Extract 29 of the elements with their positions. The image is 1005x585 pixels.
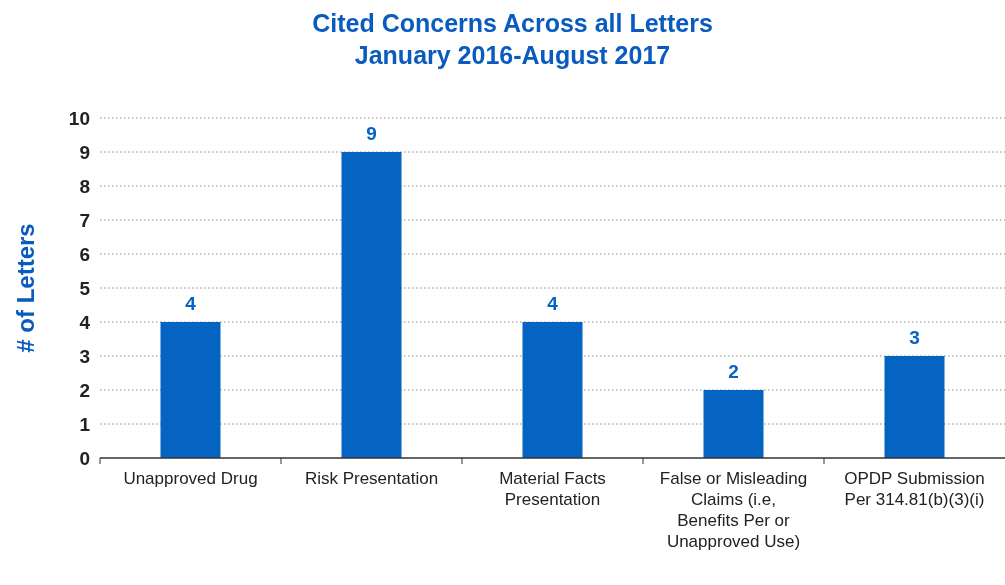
data-label: 3	[909, 327, 920, 348]
y-tick-label: 8	[79, 175, 90, 197]
data-label: 4	[547, 293, 559, 314]
y-tick-label: 1	[79, 413, 91, 435]
x-tick-label: False or Misleading Claims (i.e, Benefits Per or Unapproved Use)	[659, 469, 808, 551]
y-tick-label: 4	[79, 311, 91, 333]
y-tick-label: 10	[68, 107, 90, 129]
y-tick-label: 0	[79, 447, 90, 469]
y-tick-label: 3	[79, 345, 90, 367]
bar	[884, 356, 945, 458]
y-axis-title: # of Letters	[12, 223, 39, 353]
y-tick-label: 6	[79, 243, 90, 265]
x-tick-label: OPDP Submission Per 314.81(b)(3)(i)	[844, 469, 985, 509]
bar	[160, 322, 221, 458]
y-tick-label: 9	[79, 141, 90, 163]
bar	[522, 322, 583, 458]
x-tick-label: Unapproved Drug	[123, 469, 258, 488]
data-label: 9	[366, 123, 377, 144]
y-tick-label: 5	[79, 277, 91, 299]
x-tick-label: Risk Presentation	[304, 469, 439, 488]
y-tick-label: 7	[79, 209, 90, 231]
bar	[703, 390, 764, 458]
data-label: 2	[728, 361, 739, 382]
bar	[341, 152, 402, 458]
data-label: 4	[185, 293, 197, 314]
x-tick-label: Material Facts Presentation	[499, 469, 606, 509]
chart-title: Cited Concerns Across all Letters	[312, 9, 713, 37]
y-tick-label: 2	[79, 379, 90, 401]
chart-subtitle: January 2016-August 2017	[354, 41, 671, 69]
